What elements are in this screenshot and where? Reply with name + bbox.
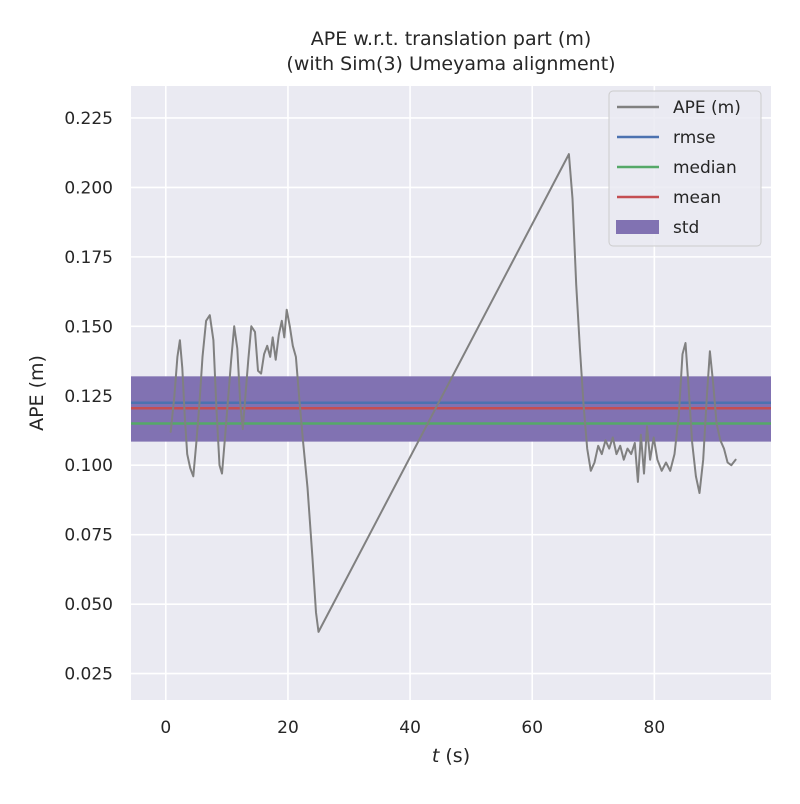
- legend-label-std: std: [673, 218, 699, 238]
- y-axis-label: APE (m): [26, 355, 48, 431]
- stat-lines-layer: [131, 401, 771, 425]
- y-tick-label: 0.100: [64, 456, 113, 476]
- legend: APE (m) rmse median mean std: [608, 90, 762, 247]
- x-tick-label: 20: [277, 718, 299, 738]
- y-tick-labels: 0.025 0.050 0.075 0.100 0.125 0.150 0.175 0.200…: [64, 109, 113, 685]
- legend-label-ape: APE (m): [673, 98, 741, 118]
- x-tick-label: 80: [644, 718, 666, 738]
- y-tick-label: 0.225: [64, 109, 113, 129]
- legend-label-rmse: rmse: [673, 128, 716, 148]
- chart-title-line2: (with Sim(3) Umeyama alignment): [286, 53, 615, 75]
- y-tick-label: 0.175: [64, 248, 113, 268]
- legend-label-mean: mean: [673, 188, 721, 208]
- series-layer: [169, 153, 737, 633]
- y-tick-label: 0.075: [64, 526, 113, 546]
- ape-series-line: [169, 153, 737, 633]
- legend-box: [608, 90, 762, 247]
- x-axis-label-var: t: [432, 745, 441, 767]
- x-tick-label: 0: [160, 718, 171, 738]
- y-tick-label: 0.025: [64, 665, 113, 685]
- y-tick-label: 0.150: [64, 317, 113, 337]
- x-axis-label-unit: (s): [439, 745, 470, 767]
- legend-swatch-std: [616, 220, 659, 234]
- y-tick-label: 0.050: [64, 595, 113, 615]
- y-tick-label: 0.125: [64, 387, 113, 407]
- chart-title-line1: APE w.r.t. translation part (m): [311, 28, 592, 50]
- x-axis-label: t (s): [432, 745, 470, 767]
- x-tick-label: 40: [399, 718, 421, 738]
- x-tick-labels: 0 20 40 60 80: [160, 718, 665, 738]
- legend-label-median: median: [673, 158, 737, 178]
- x-tick-label: 60: [521, 718, 543, 738]
- y-tick-label: 0.200: [64, 178, 113, 198]
